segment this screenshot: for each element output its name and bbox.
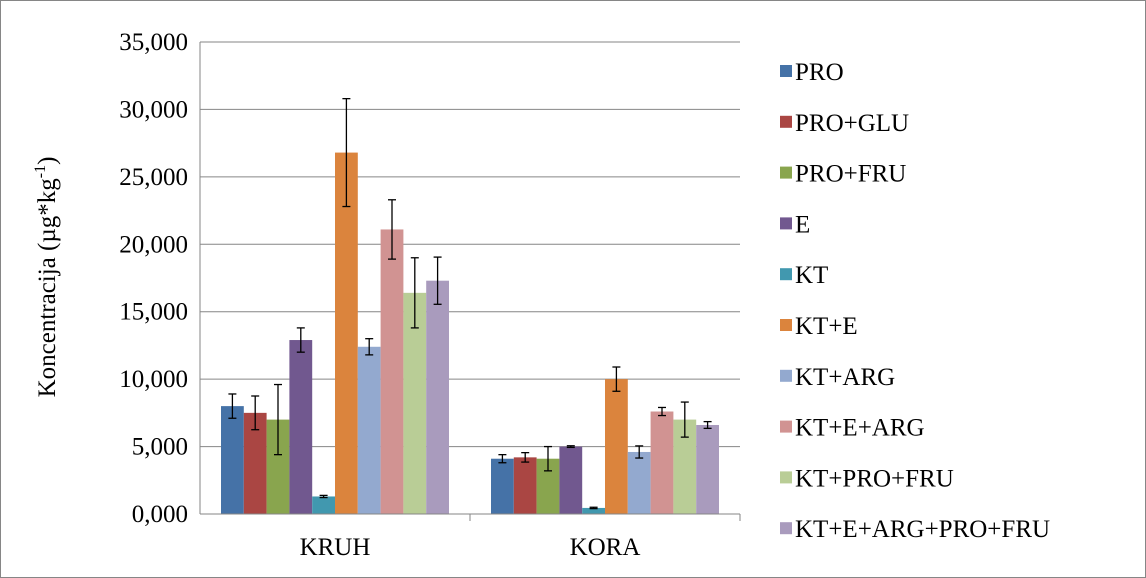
bar xyxy=(627,451,651,514)
y-tick-label: 35,000 xyxy=(119,29,188,56)
bars xyxy=(221,152,719,515)
legend-swatch xyxy=(780,522,792,535)
legend-label: KT+ARG xyxy=(795,364,895,391)
bar xyxy=(266,419,290,514)
bar xyxy=(582,507,605,514)
x-tick-label: KORA xyxy=(570,534,641,561)
legend-label: E xyxy=(795,211,810,238)
legend: PRO PRO+GLU PRO+FRU E KT KT+E KT+ARG KT+E+ARG KT… xyxy=(780,59,1050,543)
legend-swatch xyxy=(780,369,792,382)
legend-swatch xyxy=(780,166,792,179)
legend-swatch xyxy=(780,319,792,331)
bar xyxy=(403,292,427,514)
legend-label: KT+PRO+FRU xyxy=(795,465,954,492)
legend-label: KT+E+ARG xyxy=(795,415,925,442)
x-tick-labels: KRUH KORA xyxy=(300,534,641,561)
y-tick-label: 30,000 xyxy=(119,96,188,123)
bar xyxy=(335,152,358,514)
bar xyxy=(673,419,697,514)
bar xyxy=(312,496,335,514)
legend-swatch xyxy=(780,471,792,484)
legend-label: PRO+FRU xyxy=(795,161,906,188)
x-tick-label: KRUH xyxy=(300,534,371,561)
y-tick-label: 15,000 xyxy=(119,299,188,326)
y-tick-label: 5,000 xyxy=(132,434,188,461)
bar xyxy=(243,412,267,514)
legend-label: PRO xyxy=(795,59,844,86)
axes xyxy=(199,42,741,521)
bar xyxy=(491,458,514,514)
y-tick-labels: 0,000 5,000 10,000 15,000 20,000 25,000 30,000… xyxy=(119,29,188,528)
legend-swatch xyxy=(780,268,792,281)
y-axis-label: Koncentracija (µg*kg-1) xyxy=(32,157,61,398)
legend-swatch xyxy=(780,217,792,230)
bar xyxy=(357,346,381,514)
legend-label: PRO+GLU xyxy=(795,110,909,137)
error-bars xyxy=(228,97,712,510)
legend-label: KT+E xyxy=(795,313,858,340)
y-tick-label: 20,000 xyxy=(119,231,188,258)
bar xyxy=(513,457,537,514)
bar xyxy=(221,406,244,514)
bar xyxy=(289,340,313,514)
bar xyxy=(605,379,628,514)
bar xyxy=(380,229,404,515)
bar xyxy=(650,411,674,514)
bar xyxy=(559,446,583,514)
y-tick-label: 25,000 xyxy=(119,164,188,191)
legend-swatch xyxy=(780,115,792,128)
legend-swatch xyxy=(780,65,792,77)
legend-label: KT+E+ARG+PRO+FRU xyxy=(795,516,1050,543)
legend-swatch xyxy=(780,420,792,433)
y-tick-label: 10,000 xyxy=(119,366,188,393)
bar xyxy=(536,458,560,514)
y-tick-label: 0,000 xyxy=(132,501,188,528)
legend-label: KT xyxy=(795,262,828,289)
bar xyxy=(696,424,719,514)
bar xyxy=(426,280,449,514)
